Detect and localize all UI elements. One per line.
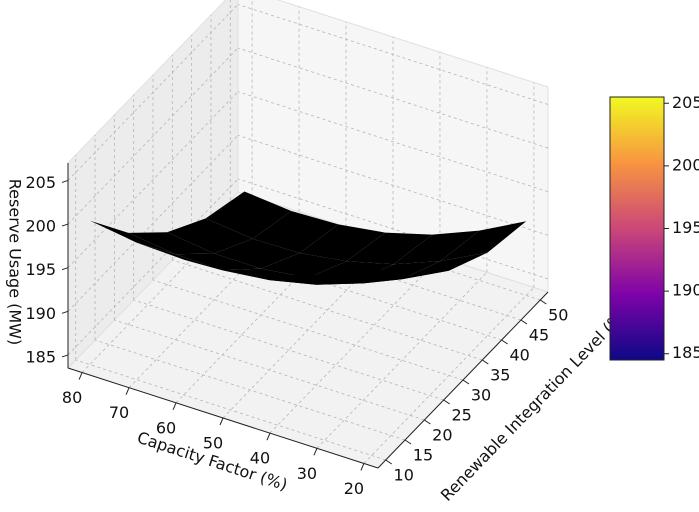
- y-tick-label: 20: [432, 426, 452, 445]
- colorbar-tick-label: 200: [672, 155, 699, 174]
- y-grid-line: [133, 299, 444, 401]
- surface-patch: [363, 270, 449, 284]
- y-tick-label: 15: [413, 446, 433, 465]
- y-tick: [520, 319, 528, 325]
- y-grid-line: [152, 279, 464, 381]
- surface-patch: [346, 232, 433, 265]
- x-tick-label: 60: [156, 418, 176, 437]
- surface-patch: [205, 191, 292, 239]
- x-tick: [313, 448, 318, 456]
- z-grid-line: [67, 47, 239, 225]
- surface-patch: [261, 253, 347, 278]
- y-grid-line: [114, 319, 425, 421]
- x-grid-line: [269, 256, 441, 434]
- z-grid-line: [237, 47, 549, 149]
- z-tick-label: 195: [25, 260, 56, 279]
- y-tick: [443, 399, 450, 405]
- z-grid-line: [67, 91, 239, 268]
- x-tick: [172, 402, 177, 411]
- surface: [89, 191, 527, 285]
- y-tick: [482, 359, 489, 365]
- surface-patch: [252, 211, 339, 253]
- surface-patch: [299, 224, 386, 262]
- x-tick-label: 70: [109, 403, 129, 422]
- x-tick: [266, 432, 271, 441]
- surface-patch: [89, 220, 176, 255]
- colorbar-tick-label: 190: [672, 281, 699, 300]
- surface-patch: [440, 221, 527, 261]
- surface-patch: [167, 218, 253, 254]
- z-tick: [61, 223, 69, 227]
- z-tick-label: 200: [25, 217, 56, 236]
- colorbar-tick-label: 195: [672, 218, 699, 237]
- axes: 2030405060708010152025303540455018519019…: [25, 163, 568, 498]
- z-grid-line: [237, 178, 549, 280]
- surface-patch: [324, 267, 411, 284]
- y-tick: [385, 459, 393, 465]
- x-tick: [78, 372, 83, 380]
- z-tick: [61, 310, 69, 314]
- z-tick: [61, 354, 69, 358]
- z-axis-label: Reserve Usage (MW): [6, 179, 25, 345]
- y-tick: [404, 439, 412, 445]
- x-axis-line: [67, 367, 379, 469]
- surface-patch: [128, 232, 215, 255]
- x-tick-label: 40: [250, 449, 270, 468]
- surface-patch: [230, 270, 317, 285]
- z-tick-label: 190: [25, 304, 56, 323]
- z-tick-label: 205: [25, 173, 56, 192]
- y-tick-label: 35: [490, 366, 510, 385]
- z-grid-line: [67, 178, 239, 356]
- z-tick: [61, 179, 69, 183]
- x-grid-line: [81, 196, 253, 373]
- surface-patch: [183, 259, 270, 281]
- surface-patch: [136, 242, 223, 271]
- surface-patch: [214, 238, 300, 269]
- surface-patch: [393, 230, 480, 265]
- x-tick: [219, 417, 224, 426]
- y-tick: [501, 339, 508, 345]
- y-tick-label: 10: [394, 466, 414, 485]
- y-tick-label: 40: [509, 346, 529, 365]
- z-grid-line: [67, 4, 239, 181]
- y-grid-line: [75, 359, 386, 461]
- z-tick-label: 185: [25, 347, 56, 366]
- y-tick-label: 45: [529, 326, 549, 345]
- colorbar-tick-label: 185: [672, 343, 699, 362]
- y-tick-label: 30: [471, 386, 491, 405]
- z-grid-line: [237, 91, 549, 193]
- x-grid-line: [316, 272, 488, 449]
- y-tick: [462, 379, 470, 385]
- surface-patch: [401, 252, 488, 280]
- z-tick: [61, 267, 69, 271]
- surface-patch: [277, 274, 364, 285]
- colorbar: 185 190 195 200 205: [609, 93, 699, 362]
- surface-patch: [175, 253, 261, 271]
- y-axis-line: [377, 291, 549, 469]
- x-tick-label: 80: [62, 388, 82, 407]
- y-grid-line: [172, 259, 483, 361]
- y-tick: [539, 299, 547, 305]
- y-grid-line: [94, 339, 406, 441]
- x-tick-label: 30: [297, 464, 317, 483]
- colorbar-gradient: [609, 96, 665, 361]
- x-grid-line: [128, 211, 300, 388]
- grid: [67, 0, 549, 464]
- x-tick: [125, 387, 130, 395]
- z-grid-line: [237, 134, 549, 236]
- z-grid-line: [237, 4, 549, 105]
- z-grid-line: [67, 135, 239, 312]
- y-tick-label: 25: [452, 406, 472, 425]
- colorbar-tick-label: 205: [672, 93, 699, 112]
- y-tick-label: 50: [548, 306, 568, 325]
- x-tick-label: 50: [203, 434, 223, 453]
- x-tick-label: 20: [344, 479, 364, 498]
- x-tick: [360, 463, 365, 471]
- y-tick: [424, 419, 431, 425]
